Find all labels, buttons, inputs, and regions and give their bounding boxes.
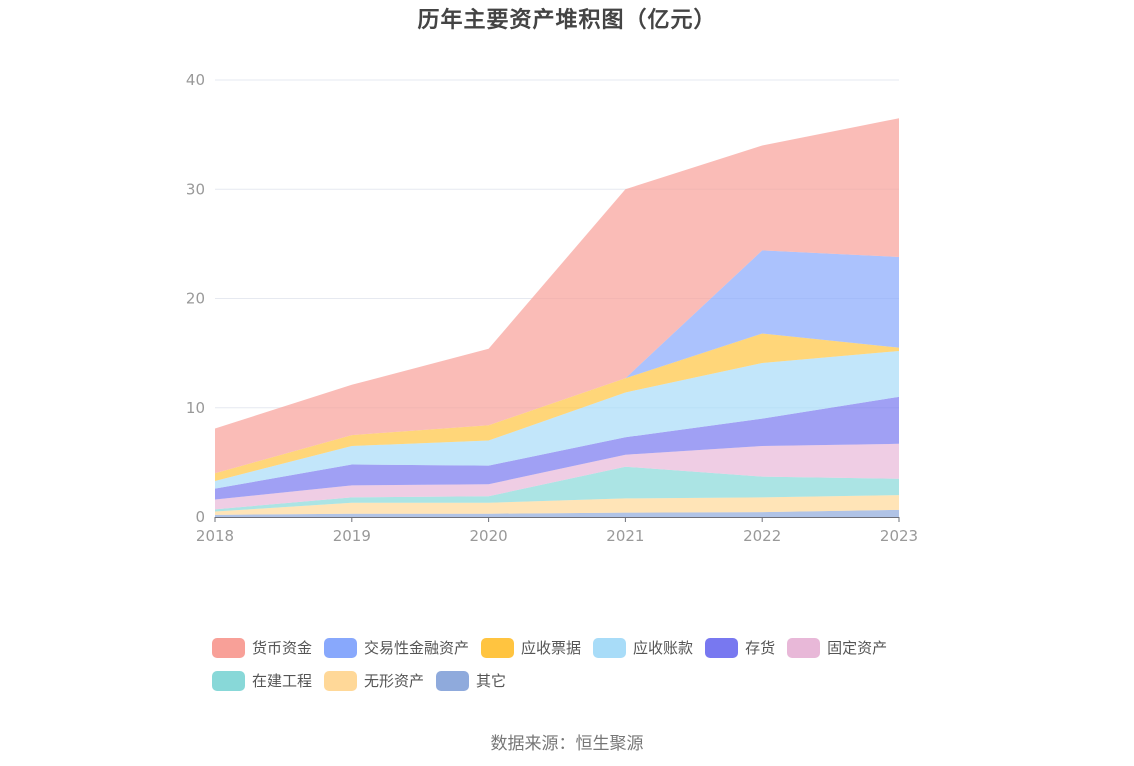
- area-4[interactable]: [215, 396, 899, 500]
- legend-swatch: [324, 637, 358, 658]
- legend-swatch: [787, 637, 821, 658]
- x-tick-label: 2022: [743, 527, 781, 545]
- legend-item[interactable]: 货币资金: [212, 637, 312, 658]
- legend-item[interactable]: 应收票据: [481, 637, 581, 658]
- x-tick-label: 2019: [333, 527, 371, 545]
- data-source: 数据来源：恒生聚源: [490, 734, 644, 754]
- area-8[interactable]: [215, 118, 899, 474]
- x-tick-label: 2018: [196, 527, 234, 545]
- legend-item[interactable]: 交易性金融资产: [324, 637, 469, 658]
- legend-label: 其它: [476, 672, 507, 690]
- legend-swatch: [212, 637, 245, 658]
- legend-label: 固定资产: [827, 639, 888, 657]
- area-0[interactable]: [215, 509, 899, 517]
- legend-swatch: [481, 637, 515, 658]
- x-tick-label: 2021: [606, 527, 644, 545]
- area-layers: [215, 118, 899, 517]
- area-6[interactable]: [215, 333, 899, 481]
- y-tick-label: 40: [186, 71, 205, 89]
- legend-item[interactable]: 无形资产: [324, 670, 424, 691]
- legend-item[interactable]: 存货: [705, 637, 775, 658]
- legend-label: 应收票据: [521, 639, 582, 657]
- legend-item[interactable]: 固定资产: [787, 637, 887, 658]
- legend-swatch: [436, 670, 470, 691]
- legend-swatch: [212, 670, 245, 691]
- legend-label: 在建工程: [252, 672, 313, 690]
- legend-row: 货币资金 交易性金融资产 应收票据 应收账款 存货 固定资产: [212, 631, 952, 664]
- legend-item[interactable]: 其它: [436, 670, 506, 691]
- y-tick-label: 30: [186, 180, 205, 198]
- y-tick-label: 0: [195, 508, 205, 526]
- legend-label: 存货: [745, 639, 776, 657]
- x-tick-label: 2020: [470, 527, 508, 545]
- area-1[interactable]: [215, 495, 899, 515]
- legend-swatch: [705, 637, 739, 658]
- legend-label: 应收账款: [633, 639, 694, 657]
- legend-swatch: [324, 670, 358, 691]
- legend: 货币资金 交易性金融资产 应收票据 应收账款 存货 固定资产 在建工程 无形资产 其它: [212, 631, 952, 697]
- stacked-area-chart: 0 10 20 30 40 2018 2019 2020 2021 2022 2023: [186, 71, 918, 545]
- x-tick-label: 2023: [880, 527, 918, 545]
- legend-item[interactable]: 应收账款: [593, 637, 693, 658]
- area-2[interactable]: [215, 466, 899, 512]
- legend-swatch: [593, 637, 627, 658]
- legend-item[interactable]: 在建工程: [212, 670, 312, 691]
- chart-title: 历年主要资产堆积图（亿元）: [417, 8, 717, 33]
- legend-label: 无形资产: [364, 672, 425, 690]
- axes: 0 10 20 30 40 2018 2019 2020 2021 2022 2023: [186, 71, 918, 545]
- legend-label: 交易性金融资产: [364, 639, 470, 657]
- area-7[interactable]: [215, 250, 899, 474]
- legend-label: 货币资金: [252, 639, 313, 657]
- y-tick-label: 20: [186, 290, 205, 308]
- area-3[interactable]: [215, 443, 899, 510]
- y-tick-label: 10: [186, 399, 205, 417]
- area-5[interactable]: [215, 350, 899, 489]
- legend-row: 在建工程 无形资产 其它: [212, 664, 952, 697]
